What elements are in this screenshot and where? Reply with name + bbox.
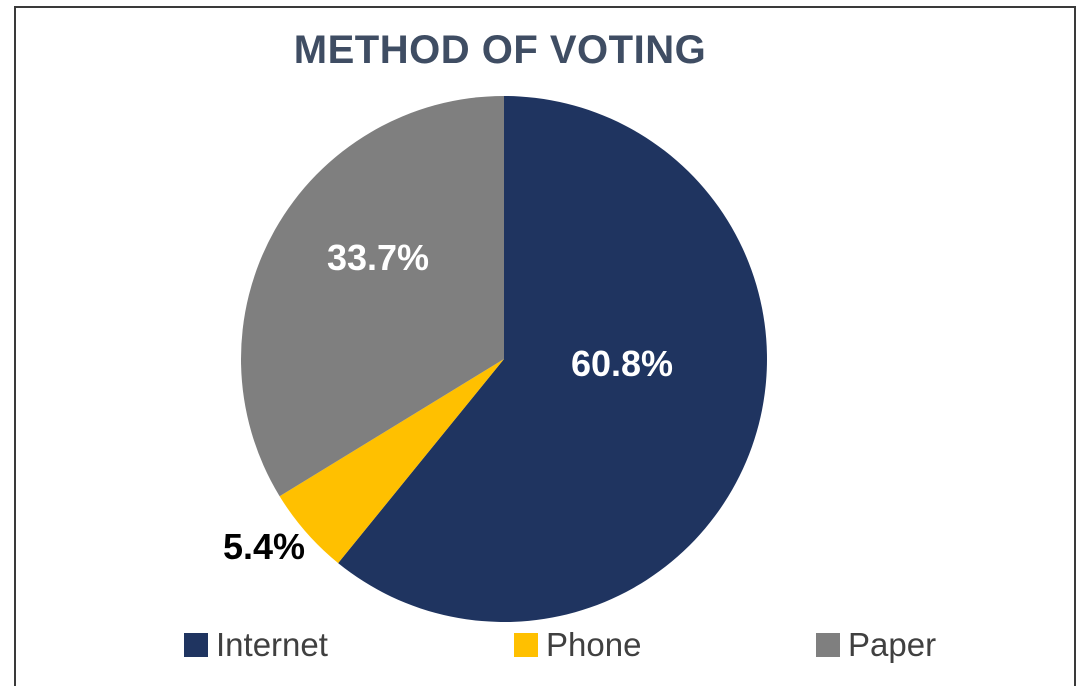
legend: Internet Phone Paper [0, 626, 1089, 670]
legend-label-phone: Phone [546, 626, 642, 663]
legend-swatch-paper [816, 633, 840, 657]
data-label-internet: 60.8% [571, 343, 673, 384]
legend-label-paper: Paper [848, 626, 937, 663]
pie-slice-paper [240, 96, 505, 497]
legend-label-internet: Internet [216, 626, 328, 663]
legend-item-phone: Phone [514, 626, 641, 664]
data-label-paper: 33.7% [327, 237, 429, 278]
data-label-phone: 5.4% [223, 526, 305, 567]
pie-slice-phone [279, 359, 504, 564]
legend-item-internet: Internet [184, 626, 328, 664]
pie-slice-internet [338, 95, 768, 623]
chart-title: METHOD OF VOTING [293, 28, 707, 72]
legend-item-paper: Paper [816, 626, 936, 664]
legend-swatch-internet [184, 633, 208, 657]
legend-swatch-phone [514, 633, 538, 657]
